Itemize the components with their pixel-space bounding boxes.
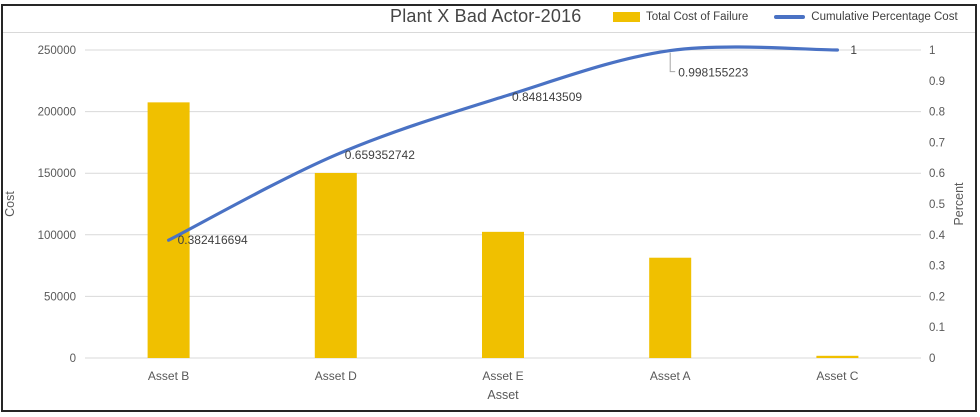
y-axis-tick-label: 100000 bbox=[38, 230, 76, 242]
line-data-label: 0.998155223 bbox=[678, 66, 748, 80]
y2-axis-tick-label: 0.4 bbox=[929, 230, 946, 242]
y2-axis-tick-label: 0.6 bbox=[929, 168, 945, 180]
x-axis-tick-label: Asset B bbox=[148, 369, 189, 383]
y-axis-title: Cost bbox=[3, 191, 17, 217]
y-axis-tick-label: 0 bbox=[70, 353, 76, 365]
legend-item-cumulative[interactable]: Cumulative Percentage Cost bbox=[774, 11, 958, 23]
line-data-label: 0.659352742 bbox=[345, 148, 415, 162]
line-data-label: 0.382416694 bbox=[178, 233, 248, 247]
line-series-swatch-icon bbox=[774, 15, 806, 19]
legend-item-total-cost[interactable]: Total Cost of Failure bbox=[613, 11, 748, 23]
y2-axis-tick-label: 0.3 bbox=[929, 261, 945, 273]
x-axis-tick-label: Asset D bbox=[315, 369, 357, 383]
y2-axis-title: Percent bbox=[952, 182, 966, 226]
line-data-label: 0.848143509 bbox=[512, 90, 582, 104]
line-data-label: 1 bbox=[850, 43, 857, 57]
bar-asset-b[interactable] bbox=[147, 102, 190, 358]
cumulative-percentage-line[interactable] bbox=[167, 45, 839, 242]
y2-axis-tick-label: 0.5 bbox=[929, 199, 945, 211]
x-axis-title: Asset bbox=[487, 388, 519, 402]
bar-asset-e[interactable] bbox=[482, 231, 524, 358]
chart-plot-area: 250000 200000 150000 100000 50000 0 1 0.9 0.8 0.7… bbox=[3, 43, 966, 402]
y2-axis-tick-label: 0 bbox=[929, 353, 935, 365]
y-axis-tick-label: 200000 bbox=[38, 107, 76, 119]
bar-asset-d[interactable] bbox=[314, 172, 357, 358]
y2-axis-tick-label: 1 bbox=[929, 45, 935, 57]
y2-axis-tick-label: 0.1 bbox=[929, 322, 945, 334]
legend-label: Total Cost of Failure bbox=[646, 11, 749, 23]
data-label-leader-line bbox=[669, 52, 676, 73]
header-separator bbox=[3, 32, 975, 33]
y2-axis-tick-label: 0.9 bbox=[929, 76, 945, 88]
y2-axis-tick-label: 0.8 bbox=[929, 107, 945, 119]
y-axis-tick-label: 50000 bbox=[44, 291, 76, 303]
y-axis-tick-label: 250000 bbox=[38, 45, 76, 57]
y2-axis-tick-label: 0.7 bbox=[929, 137, 945, 149]
legend: Total Cost of Failure Cumulative Percent… bbox=[613, 11, 958, 23]
bar-series-swatch-icon bbox=[613, 12, 640, 22]
y2-axis-tick-label: 0.2 bbox=[929, 291, 945, 303]
x-axis-tick-label: Asset C bbox=[816, 369, 858, 383]
bar-asset-a[interactable] bbox=[649, 257, 692, 358]
x-axis-tick-label: Asset E bbox=[482, 369, 523, 383]
x-axis-tick-label: Asset A bbox=[650, 369, 691, 383]
chart-title: Plant X Bad Actor-2016 bbox=[390, 6, 582, 26]
legend-label: Cumulative Percentage Cost bbox=[811, 11, 958, 23]
y-axis-tick-label: 150000 bbox=[38, 168, 76, 180]
bar-asset-c[interactable] bbox=[816, 355, 859, 358]
